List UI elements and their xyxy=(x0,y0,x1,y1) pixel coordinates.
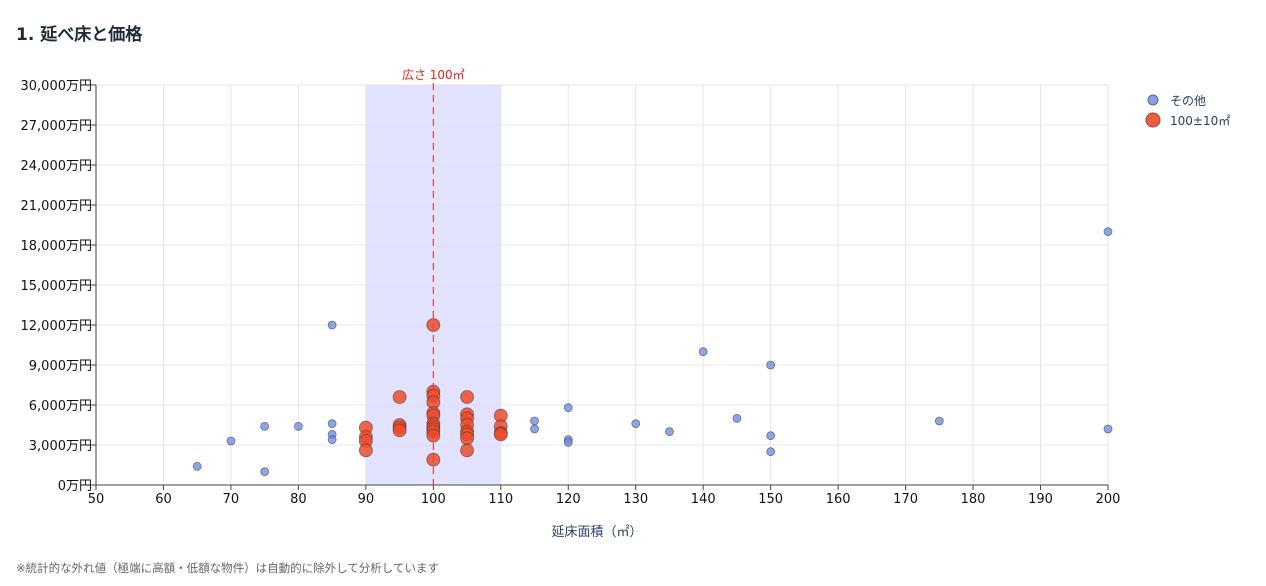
section-title: 1. 延べ床と価格 xyxy=(16,25,143,45)
legend-label-target: 100±10㎡ xyxy=(1170,113,1231,128)
legend-swatch-other xyxy=(1142,93,1164,107)
x-tick-label: 160 xyxy=(826,492,851,507)
x-tick-label: 140 xyxy=(691,492,716,507)
x-tick-label: 80 xyxy=(290,492,307,507)
point-other xyxy=(1103,424,1113,434)
point-other xyxy=(293,421,303,431)
x-tick-label: 190 xyxy=(1028,492,1053,507)
axis-layer: 50 60 70 80 90 100 110 120 130 140 150 160 170 180 190… xyxy=(21,79,1121,507)
y-tick-label: 6,000万円 xyxy=(29,399,92,414)
legend-label-other: その他 xyxy=(1170,93,1207,108)
point-other xyxy=(530,416,539,426)
point-target xyxy=(460,443,474,458)
point-other xyxy=(766,360,776,370)
y-tick-label: 12,000万円 xyxy=(21,319,93,334)
point-target xyxy=(493,427,508,442)
point-other xyxy=(1103,227,1113,237)
point-other xyxy=(665,427,674,437)
point-other xyxy=(732,413,742,423)
y-tick-label: 3,000万円 xyxy=(29,439,92,454)
x-tick-label: 150 xyxy=(758,492,783,507)
point-other xyxy=(260,467,270,477)
y-tick-label: 21,000万円 xyxy=(21,199,93,214)
point-other xyxy=(766,447,776,457)
x-tick-label: 130 xyxy=(623,492,648,507)
footnote: ※統計的な外れ値（極端に高額・低額な物件）は自動的に除外して分析しています xyxy=(16,561,439,575)
y-tick-label: 27,000万円 xyxy=(21,119,93,134)
point-other xyxy=(327,419,337,429)
point-other xyxy=(530,424,539,434)
legend-item-other[interactable]: その他 xyxy=(1142,90,1230,110)
x-tick-label: 170 xyxy=(893,492,918,507)
x-tick-label: 110 xyxy=(488,492,513,507)
x-tick-label: 50 xyxy=(88,492,105,507)
y-tick-label: 24,000万円 xyxy=(21,159,93,174)
point-other xyxy=(563,403,573,413)
x-axis-label: 延床面積（㎡） xyxy=(551,525,642,540)
legend: その他 100±10㎡ xyxy=(1142,90,1230,130)
point-other xyxy=(260,421,270,431)
point-other xyxy=(766,431,776,441)
x-tick-label: 90 xyxy=(358,492,375,507)
point-other xyxy=(698,347,708,357)
reference-layer: 広さ 100㎡ xyxy=(402,68,465,485)
legend-item-target[interactable]: 100±10㎡ xyxy=(1142,110,1230,130)
point-target xyxy=(358,443,373,458)
x-tick-label: 100 xyxy=(421,492,446,507)
point-other xyxy=(934,416,944,426)
point-other xyxy=(327,435,337,445)
point-target xyxy=(460,390,474,404)
point-other xyxy=(631,419,641,429)
x-tick-label: 180 xyxy=(961,492,986,507)
grid-layer xyxy=(96,84,1109,485)
x-tick-label: 200 xyxy=(1096,492,1121,507)
y-tick-label: 15,000万円 xyxy=(21,279,93,294)
legend-swatch-target xyxy=(1142,112,1164,128)
y-tick-label: 0万円 xyxy=(58,479,92,494)
x-tick-label: 60 xyxy=(155,492,172,507)
reference-line-label: 広さ 100㎡ xyxy=(402,68,465,82)
point-target xyxy=(392,423,407,438)
point-other xyxy=(563,437,573,447)
point-other xyxy=(327,320,337,330)
points-layer xyxy=(192,227,1113,477)
point-target xyxy=(460,431,474,446)
x-tick-label: 70 xyxy=(223,492,240,507)
y-tick-label: 30,000万円 xyxy=(21,79,93,94)
point-other xyxy=(226,436,236,446)
x-tick-label: 120 xyxy=(556,492,581,507)
y-tick-label: 18,000万円 xyxy=(21,239,93,254)
point-target xyxy=(392,390,407,404)
point-other xyxy=(192,461,202,471)
y-tick-label: 9,000万円 xyxy=(29,359,92,374)
